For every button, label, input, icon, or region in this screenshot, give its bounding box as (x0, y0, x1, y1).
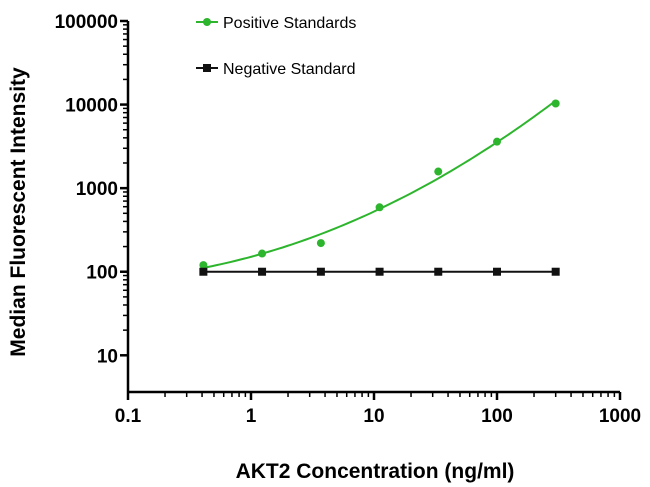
series-1 (199, 99, 560, 270)
data-point (258, 249, 267, 258)
data-point (551, 99, 560, 108)
x-tick-label: 100 (481, 406, 513, 427)
x-ticks: 0.1 1 10 100 1000 (115, 392, 641, 427)
y-tick-label: 1000 (76, 179, 118, 200)
data-point (258, 267, 267, 276)
x-tick-label: 1000 (599, 406, 641, 427)
fit-curve (203, 99, 557, 269)
legend-label: Positive Standards (223, 15, 356, 32)
y-tick-label: 10000 (65, 96, 118, 117)
series-2 (199, 267, 560, 276)
x-tick-label: 1 (246, 406, 257, 427)
data-point (375, 203, 384, 212)
x-tick-label: 0.1 (115, 406, 142, 427)
data-point (316, 267, 325, 276)
axes (126, 21, 620, 394)
legend-label: Negative Standard (223, 61, 356, 78)
y-tick-label: 10 (97, 346, 118, 367)
data-point (199, 261, 208, 270)
data-point (434, 167, 443, 176)
data-point (434, 267, 443, 276)
data-point (199, 267, 208, 276)
legend-item: Negative Standard (196, 61, 356, 78)
y-tick-label: 100000 (55, 12, 118, 33)
data-point (375, 267, 384, 276)
y-axis-title: Median Fluorescent Intensity (7, 67, 30, 357)
legend-marker (203, 64, 211, 72)
series-layer (199, 99, 560, 276)
x-tick-label: 10 (363, 406, 384, 427)
y-tick-label: 100 (86, 263, 118, 284)
data-point (493, 267, 501, 276)
data-point (316, 239, 325, 248)
legend-item: Positive Standards (196, 15, 356, 32)
x-axis-title: AKT2 Concentration (ng/ml) (236, 460, 515, 483)
legend: Positive Standards Negative Standard (196, 15, 356, 78)
data-point (551, 267, 560, 276)
data-point (493, 137, 501, 146)
y-ticks: 10 100 1000 10000 100000 (55, 12, 128, 367)
legend-marker (203, 18, 211, 26)
